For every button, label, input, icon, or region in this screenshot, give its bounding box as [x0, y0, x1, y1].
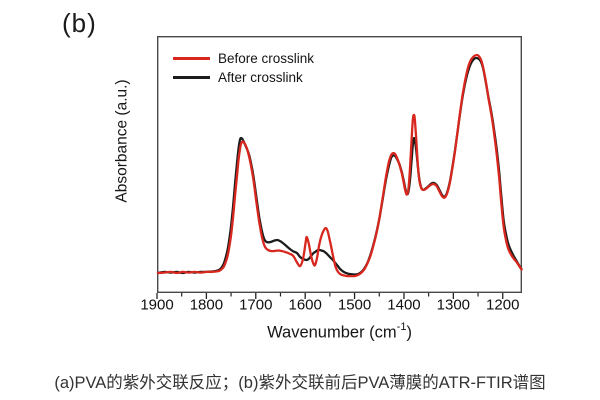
svg-text:1400: 1400 [387, 297, 420, 314]
legend-label-before: Before crosslink [218, 51, 315, 66]
svg-text:1700: 1700 [239, 297, 272, 314]
figure-caption: (a)PVA的紫外交联反应；(b)紫外交联前后PVA薄膜的ATR-FTIR谱图 [54, 374, 546, 392]
legend-label-after: After crosslink [218, 70, 303, 85]
y-axis-title: Absorbance (a.u.) [114, 79, 131, 203]
svg-text:1300: 1300 [437, 297, 470, 314]
legend-line-black-icon [173, 76, 210, 79]
svg-text:1200: 1200 [486, 297, 519, 314]
x-axis-title: Wavenumber (cm-1) [267, 321, 412, 342]
legend-item-before-crosslink: Before crosslink [173, 49, 314, 68]
legend: Before crosslink After crosslink [173, 49, 314, 87]
figure-panel-label: (b) [62, 8, 97, 38]
svg-text:1800: 1800 [190, 297, 223, 314]
spectrum-svg: 1900 1800 1700 1600 1500 1400 1300 1200 [140, 35, 523, 314]
y-axis-title-wrap: Absorbance (a.u.) [108, 32, 138, 250]
svg-text:1900: 1900 [140, 297, 173, 314]
legend-line-red-icon [173, 57, 210, 60]
svg-text:1500: 1500 [338, 297, 371, 314]
svg-text:1600: 1600 [288, 297, 321, 314]
legend-item-after-crosslink: After crosslink [173, 68, 314, 87]
ftir-chart: 1900 1800 1700 1600 1500 1400 1300 1200 Before … [140, 35, 523, 314]
